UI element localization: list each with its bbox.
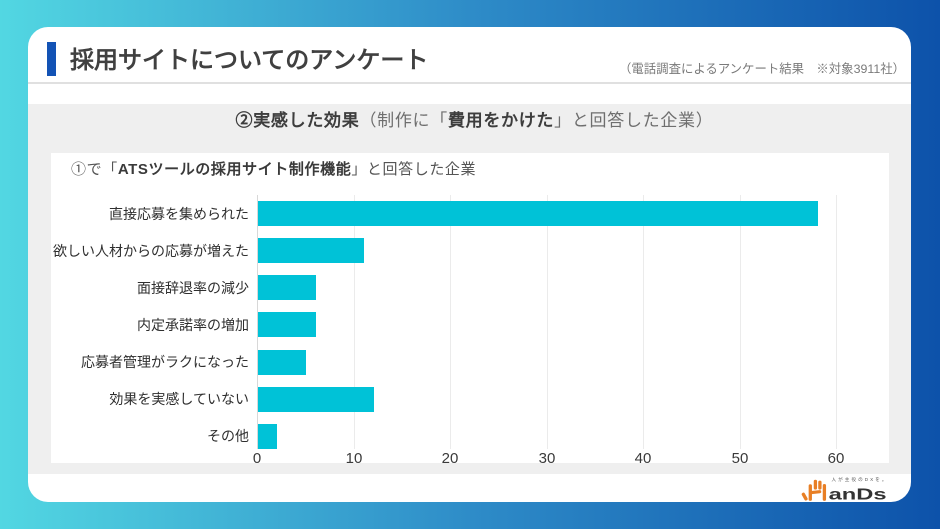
svg-text:人が主役のDXを。: 人が主役のDXを。: [832, 476, 887, 483]
svg-text:anDs: anDs: [829, 487, 887, 503]
